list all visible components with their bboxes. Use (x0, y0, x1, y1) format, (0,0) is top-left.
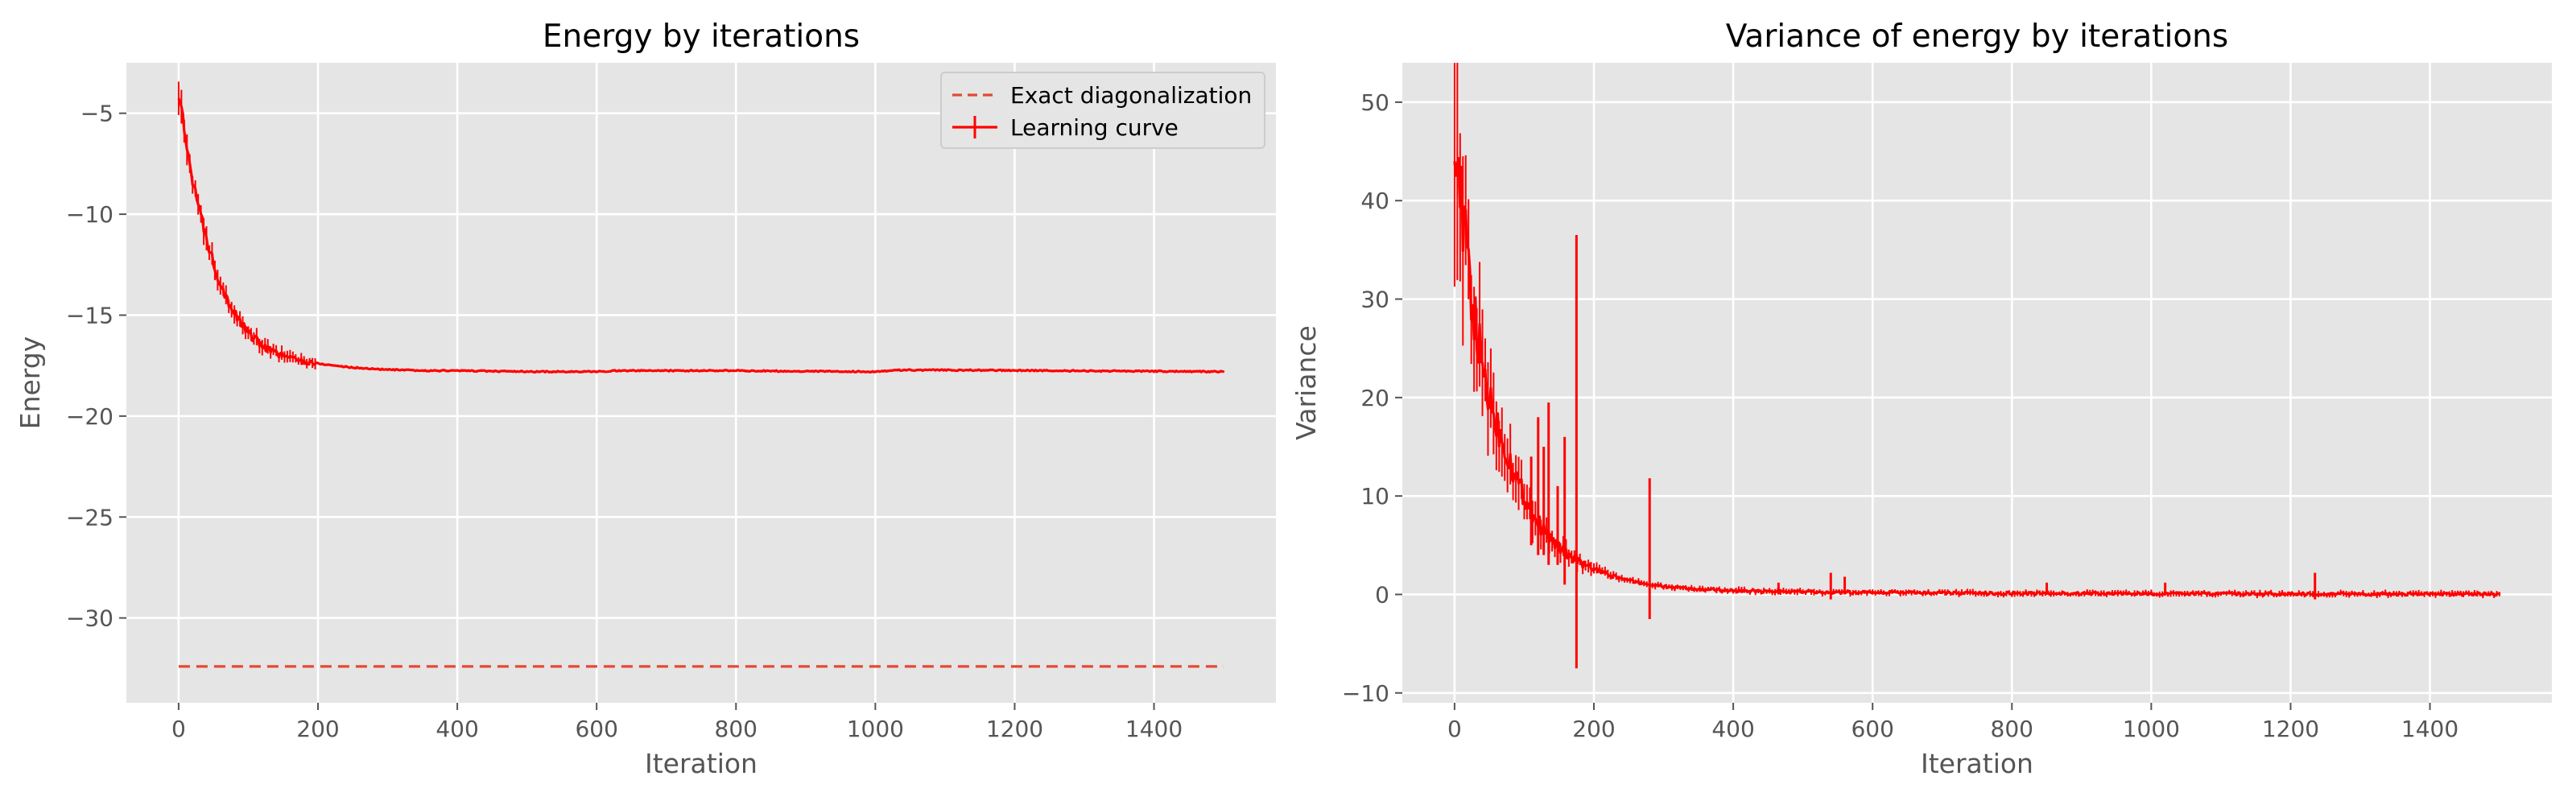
y-tick-label: 40 (1360, 188, 1389, 214)
y-tick-label: −10 (66, 201, 114, 228)
x-axis-label: Iteration (645, 748, 758, 779)
legend-box (940, 72, 1265, 149)
x-tick-label: 600 (575, 716, 617, 742)
y-tick-label: 0 (1375, 581, 1389, 608)
x-tick-label: 800 (1991, 716, 2033, 742)
y-tick-label: −30 (66, 605, 114, 632)
x-tick-label: 800 (715, 716, 758, 742)
y-axis-label: Variance (1290, 325, 1322, 440)
x-tick-label: 1400 (2401, 716, 2458, 742)
plot-layer (1453, 63, 2501, 669)
legend-label: Exact diagonalization (1010, 82, 1252, 109)
y-tick-label: −5 (80, 101, 114, 127)
legend-label: Learning curve (1010, 114, 1179, 141)
y-tick-label: 20 (1360, 385, 1389, 411)
y-axis-label: Energy (14, 336, 46, 430)
plot-layer (177, 81, 1225, 668)
x-tick-label: 1000 (2123, 716, 2180, 742)
y-tick-label: −25 (66, 504, 114, 530)
x-tick-label: 1000 (847, 716, 904, 742)
y-tick-label: 30 (1360, 287, 1389, 313)
x-tick-label: 400 (1711, 716, 1754, 742)
x-tick-label: 400 (436, 716, 478, 742)
variance-chart: 0 200 400 600 800 1000 1200 1400 −10 0 10 20 30 40 50 V… (1290, 19, 2552, 779)
series-line-learning-curve (177, 97, 1224, 374)
plot-area (126, 63, 1276, 703)
x-tick-label: 0 (1447, 716, 1462, 742)
y-tick-label: 10 (1360, 483, 1389, 510)
legend: Exact diagonalization Learning curve (940, 72, 1265, 149)
x-tick-label: 1200 (986, 716, 1043, 742)
y-tick-label: 50 (1360, 89, 1389, 116)
x-tick-label: 0 (171, 716, 186, 742)
plot-area (1402, 63, 2552, 703)
x-tick-label: 1400 (1125, 716, 1183, 742)
y-tick-label: −20 (66, 403, 114, 430)
series-line-variance (1453, 157, 2500, 597)
x-tick-label: 1200 (2262, 716, 2319, 742)
x-tick-label: 200 (1572, 716, 1615, 742)
x-tick-label: 200 (296, 716, 339, 742)
y-tick-label: −15 (66, 302, 114, 328)
chart-title: Variance of energy by iterations (1726, 19, 2228, 55)
x-tick-label: 600 (1851, 716, 1893, 742)
energy-chart: 0 200 400 600 800 1000 1200 1400 −30 −25 −20 −15 −10… (14, 19, 1276, 779)
y-tick-label: −10 (1342, 680, 1389, 707)
chart-title: Energy by iterations (543, 19, 860, 55)
x-axis-label: Iteration (1921, 748, 2033, 779)
